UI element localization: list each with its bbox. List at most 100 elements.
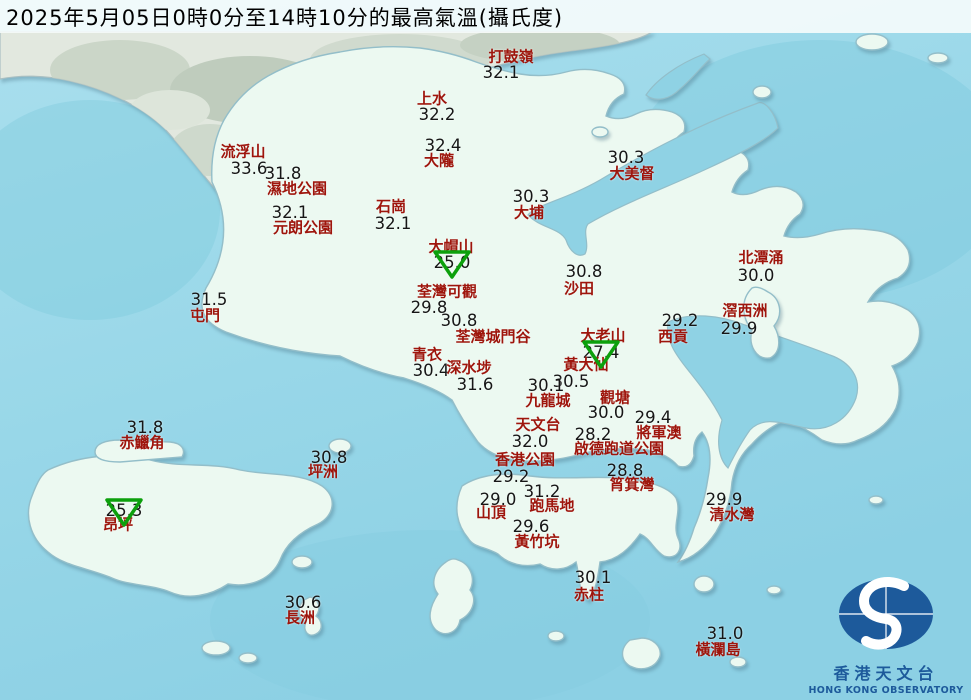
station-max-temp: 30.1: [574, 567, 612, 587]
station-max-temp: 29.9: [720, 318, 758, 338]
station-max-temp: 31.5: [190, 289, 228, 309]
station-max-temp: 31.6: [456, 374, 494, 394]
logo-s-swirl: [858, 577, 909, 650]
station-name: 西貢: [657, 327, 689, 346]
station-name: 石崗: [375, 197, 407, 216]
station-max-temp: 32.1: [271, 202, 309, 222]
starling-inlet-water: [645, 53, 711, 100]
station-name: 坪洲: [307, 462, 339, 481]
station-max-temp: 28.2: [574, 424, 612, 444]
station-name: 黃大仙: [563, 355, 609, 374]
centre-island: [591, 126, 609, 138]
station-max-temp: 32.1: [482, 62, 520, 82]
station-name: 大隴: [423, 151, 455, 170]
station-name: 荃灣可觀: [416, 282, 478, 301]
station-max-temp: 30.3: [607, 147, 645, 167]
station-name: 九龍城: [525, 391, 571, 410]
station-max-temp: 28.8: [606, 460, 644, 480]
station-name: 沙田: [563, 279, 595, 298]
station-name: 滘西洲: [722, 301, 768, 320]
station-max-temp: 30.3: [512, 186, 550, 206]
station-max-temp: 30.8: [440, 310, 478, 330]
station-name: 啟德跑道公園: [573, 439, 665, 458]
station-max-temp: 30.6: [284, 592, 322, 612]
station-name: 赤鱲角: [119, 433, 165, 452]
airport-island: [94, 439, 185, 463]
station-max-temp: 30.8: [565, 261, 603, 281]
soko-island-2: [238, 652, 258, 664]
station-name: 昂坪: [102, 515, 134, 534]
station-name: 觀塘: [599, 388, 631, 407]
station-name: 清水灣: [709, 505, 755, 524]
station-max-temp: 32.2: [418, 104, 456, 124]
station-name: 橫瀾島: [695, 640, 741, 659]
ping-chau-island: [927, 52, 949, 64]
station-max-temp: 30.8: [310, 447, 348, 467]
station-name: 大美督: [609, 164, 655, 183]
station-max-temp: 31.8: [264, 163, 302, 183]
hko-logo-icon: [839, 577, 933, 650]
station-name: 流浮山: [220, 142, 266, 161]
kau-sai-chau-island: [743, 286, 781, 359]
station-name: 荃灣城門谷: [455, 327, 531, 346]
station-max-temp: 30.4: [412, 360, 450, 380]
station-max-temp: 25.0: [433, 252, 471, 272]
station-max-temp: 29.6: [512, 516, 550, 536]
sung-kong-island: [766, 585, 782, 595]
deep-bay-water: [0, 100, 220, 320]
station-max-temp: 32.0: [511, 431, 549, 451]
hei-ling-chau-island: [291, 555, 313, 569]
hong-kong-island: [456, 473, 681, 601]
title-bar: 2025年5月05日0時0分至14時10分的最高氣溫(攝氏度): [0, 0, 971, 33]
station-name: 天文台: [515, 415, 561, 434]
station-name: 跑馬地: [529, 496, 575, 515]
ninepin-island: [868, 495, 884, 505]
waglan-island: [729, 656, 747, 668]
station-name: 大埔: [513, 203, 545, 222]
soko-island-1: [201, 640, 231, 656]
peng-chau-island: [328, 438, 352, 454]
tolo-harbour-water: [527, 101, 779, 256]
station-max-temp: 32.1: [374, 213, 412, 233]
station-max-temp: 32.4: [424, 135, 462, 155]
station-max-temp: 30.0: [587, 402, 625, 422]
station-max-temp: 29.9: [705, 489, 743, 509]
station-name: 山頂: [475, 503, 507, 522]
station-max-temp: 31.8: [126, 417, 164, 437]
station-max-temp: 29.2: [661, 310, 699, 330]
station-max-temp: 25.3: [105, 500, 143, 520]
station-max-temp: 30.5: [552, 371, 590, 391]
beaufort-island: [547, 630, 565, 642]
tap-mun-island: [752, 85, 772, 99]
station-name: 深水埗: [446, 358, 492, 377]
station-name: 上水: [416, 89, 448, 108]
kat-o-island: [855, 33, 889, 51]
station-name: 打鼓嶺: [488, 47, 534, 66]
station-name: 元朗公園: [272, 218, 334, 237]
station-name: 濕地公園: [266, 179, 328, 198]
station-max-temp: 29.8: [410, 297, 448, 317]
station-name: 赤柱: [573, 585, 605, 604]
po-toi-island: [621, 637, 661, 670]
station-max-temp: 31.2: [523, 481, 561, 501]
station-name: 黃竹坑: [514, 532, 560, 551]
station-name: 大老山: [580, 326, 626, 345]
station-name: 香港公園: [494, 450, 556, 469]
logo-text-chinese: 香港天文台: [833, 664, 939, 683]
hko-logo: 香港天文台 HONG KONG OBSERVATORY: [807, 574, 965, 696]
station-max-temp: 29.4: [634, 407, 672, 427]
station-max-temp: 29.2: [492, 466, 530, 486]
station-max-temp: 33.6: [230, 158, 268, 178]
station-name: 北潭涌: [738, 248, 784, 267]
lamma-island: [429, 558, 475, 635]
station-name: 長洲: [284, 608, 316, 627]
station-max-temp: 30.1: [527, 375, 565, 395]
logo-text-english: HONG KONG OBSERVATORY: [808, 685, 964, 696]
station-name: 屯門: [189, 306, 221, 325]
station-name: 將軍澳: [636, 423, 682, 442]
map-title: 2025年5月05日0時0分至14時10分的最高氣溫(攝氏度): [6, 5, 564, 30]
station-max-temp: 31.0: [706, 623, 744, 643]
